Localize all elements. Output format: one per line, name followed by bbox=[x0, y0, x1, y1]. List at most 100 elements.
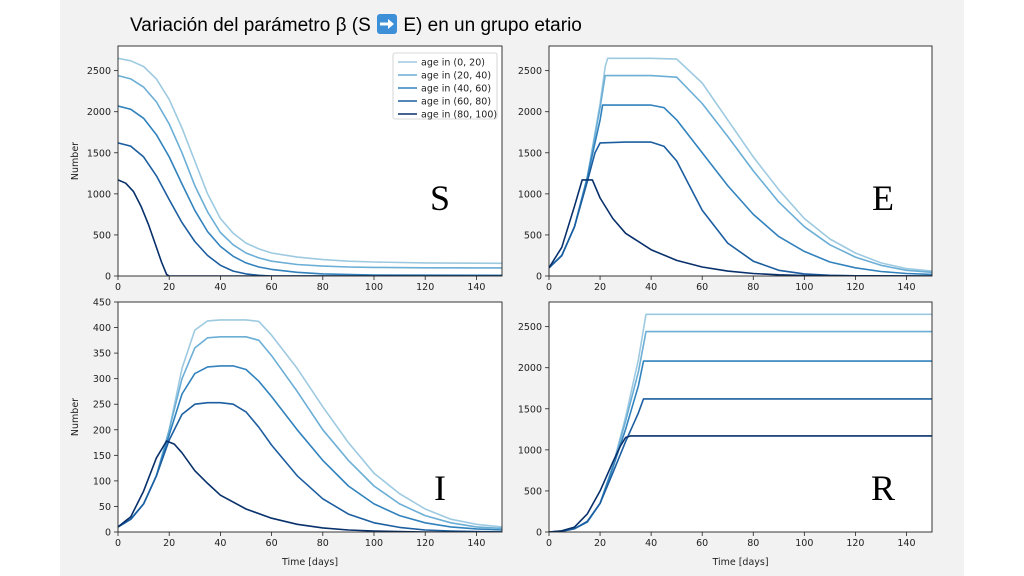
x-tick-label: 140 bbox=[467, 538, 485, 549]
x-tick-label: 0 bbox=[546, 538, 552, 549]
x-tick-label: 120 bbox=[846, 538, 864, 549]
y-tick-label: 300 bbox=[93, 374, 111, 385]
plot-area bbox=[549, 46, 932, 276]
x-tick-label: 80 bbox=[747, 538, 759, 549]
series-line-2 bbox=[118, 74, 502, 269]
x-tick-label: 60 bbox=[266, 282, 278, 293]
chart-panel-e: 0 20 40 60 80 100 120 140 0 500 1000 1500 2000 2500 E bbox=[518, 45, 933, 293]
x-tick-label: 120 bbox=[416, 282, 434, 293]
y-tick-label: 1000 bbox=[87, 189, 111, 200]
x-tick-label: 40 bbox=[645, 282, 657, 293]
x-tick-label: 20 bbox=[594, 538, 606, 549]
y-tick-label: 450 bbox=[93, 298, 111, 309]
y-tick-label: 0 bbox=[536, 272, 542, 283]
x-tick-label: 120 bbox=[416, 538, 434, 549]
y-tick-label: 350 bbox=[93, 349, 111, 360]
y-tick-label: 2000 bbox=[518, 363, 542, 374]
x-tick-label: 60 bbox=[696, 282, 708, 293]
x-tick-label: 0 bbox=[115, 538, 121, 549]
series-line-3 bbox=[118, 365, 502, 531]
series-line-4 bbox=[118, 142, 502, 276]
y-tick-label: 1000 bbox=[518, 189, 542, 200]
legend-label-1: age in (0, 20) bbox=[421, 58, 485, 69]
x-tick-label: 140 bbox=[897, 538, 915, 549]
chart-panel-r: 0 20 40 60 80 100 120 140 0 500 1000 1500 2000 2500 Ti… bbox=[518, 301, 933, 568]
series-line-5 bbox=[549, 179, 932, 276]
y-tick-label: 1500 bbox=[518, 404, 542, 415]
y-tick-label: 1500 bbox=[518, 148, 542, 159]
x-tick-label: 60 bbox=[266, 538, 278, 549]
right-arrow-emoji-icon bbox=[377, 14, 398, 34]
y-tick-label: 500 bbox=[93, 230, 111, 241]
x-axis-label: Time [days] bbox=[711, 557, 768, 568]
x-tick-label: 40 bbox=[645, 538, 657, 549]
x-tick-label: 20 bbox=[163, 538, 175, 549]
plot-area bbox=[549, 302, 932, 532]
y-tick-label: 400 bbox=[93, 323, 111, 334]
y-tick-label: 500 bbox=[524, 486, 542, 497]
y-tick-label: 2500 bbox=[518, 66, 542, 77]
x-tick-label: 100 bbox=[795, 282, 813, 293]
x-tick-label: 20 bbox=[594, 282, 606, 293]
y-tick-label: 2000 bbox=[518, 107, 542, 118]
series-line-4 bbox=[549, 141, 932, 276]
y-tick-label: 150 bbox=[93, 451, 111, 462]
y-tick-label: 200 bbox=[93, 425, 111, 436]
plot-frame bbox=[548, 301, 933, 533]
y-tick-label: 50 bbox=[99, 502, 111, 513]
panel-letter-s: S bbox=[430, 178, 450, 218]
y-tick-label: 100 bbox=[93, 476, 111, 487]
x-tick-label: 80 bbox=[317, 282, 329, 293]
panel-letter-e: E bbox=[872, 178, 894, 218]
series-line-4 bbox=[118, 401, 502, 532]
x-tick-label: 140 bbox=[897, 282, 915, 293]
series-line-3 bbox=[549, 104, 932, 276]
y-tick-label: 0 bbox=[536, 528, 542, 539]
title-text-before: Variación del parámetro β (S bbox=[130, 15, 371, 36]
x-tick-label: 100 bbox=[365, 538, 383, 549]
x-tick-label: 140 bbox=[467, 282, 485, 293]
x-tick-label: 60 bbox=[696, 538, 708, 549]
y-tick-label: 500 bbox=[524, 230, 542, 241]
x-tick-label: 20 bbox=[163, 282, 175, 293]
y-tick-label: 1500 bbox=[87, 148, 111, 159]
series-line-5 bbox=[118, 440, 502, 532]
y-tick-label: 2500 bbox=[87, 66, 111, 77]
panel-letter-r: R bbox=[871, 468, 895, 508]
legend-box bbox=[392, 52, 498, 120]
legend-label-3: age in (40, 60) bbox=[421, 84, 491, 95]
y-tick-label: 2000 bbox=[87, 107, 111, 118]
slide-title: Variación del parámetro β (S E) en un gr… bbox=[130, 14, 582, 37]
x-tick-label: 120 bbox=[846, 282, 864, 293]
chart-panel-i: 0 20 40 60 80 100 120 140 0 50 100 150 200 250 300 350 4… bbox=[70, 298, 503, 568]
series-line-1 bbox=[118, 57, 502, 265]
y-tick-label: 0 bbox=[105, 528, 111, 539]
y-tick-label: 0 bbox=[105, 272, 111, 283]
y-tick-label: 250 bbox=[93, 400, 111, 411]
y-axis-label: Number bbox=[70, 398, 81, 436]
x-tick-label: 100 bbox=[795, 538, 813, 549]
x-tick-label: 100 bbox=[365, 282, 383, 293]
plot-frame bbox=[117, 301, 503, 533]
legend-label-4: age in (60, 80) bbox=[421, 97, 491, 108]
legend-label-5: age in (80, 100) bbox=[421, 110, 497, 121]
x-tick-label: 0 bbox=[115, 282, 121, 293]
x-axis-label: Time [days] bbox=[281, 557, 338, 568]
x-tick-label: 80 bbox=[747, 282, 759, 293]
series-line-5 bbox=[118, 179, 502, 276]
x-tick-label: 80 bbox=[317, 538, 329, 549]
series-line-3 bbox=[118, 105, 502, 276]
x-tick-label: 40 bbox=[214, 538, 226, 549]
legend-label-2: age in (20, 40) bbox=[421, 71, 491, 82]
x-tick-label: 40 bbox=[214, 282, 226, 293]
legend: age in (0, 20) age in (20, 40) age in (40,… bbox=[392, 52, 498, 121]
y-axis-label: Number bbox=[70, 142, 81, 180]
series-line-5 bbox=[549, 435, 932, 532]
plot-area bbox=[118, 302, 502, 532]
series-line-4 bbox=[549, 398, 932, 532]
plot-frame bbox=[117, 45, 503, 277]
plot-frame bbox=[548, 45, 933, 277]
panel-letter-i: I bbox=[434, 468, 446, 508]
x-tick-label: 0 bbox=[546, 282, 552, 293]
